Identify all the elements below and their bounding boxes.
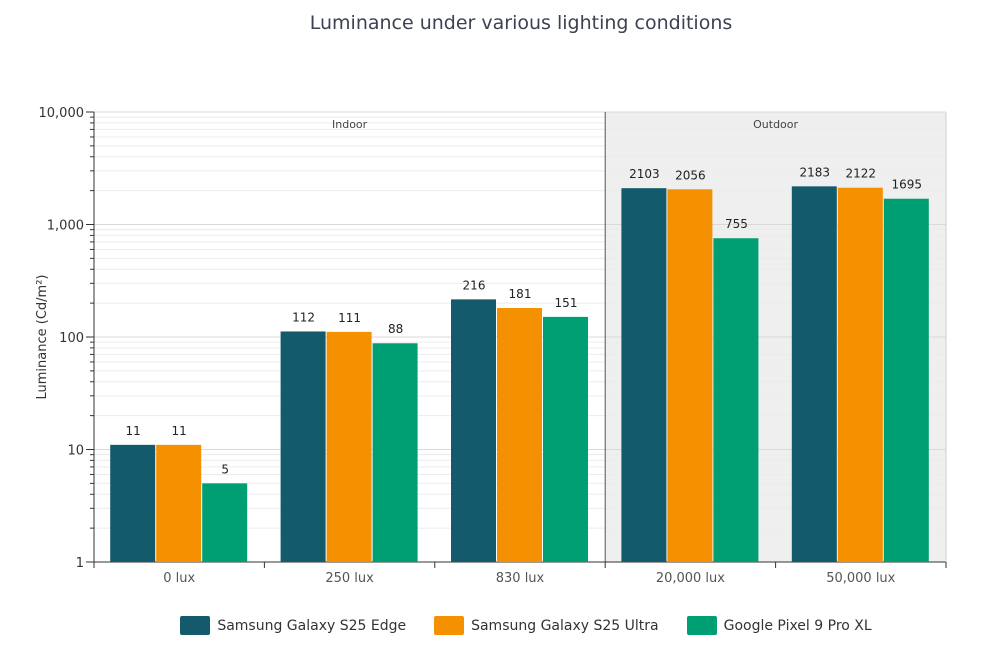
bar xyxy=(202,483,248,562)
group-label: Outdoor xyxy=(753,118,798,131)
data-label: 151 xyxy=(555,296,578,310)
y-tick-label: 1 xyxy=(76,556,84,571)
y-axis-label: Luminance (Cd/m²) xyxy=(35,275,50,400)
data-label: 88 xyxy=(388,322,403,336)
bar xyxy=(156,444,202,562)
legend-label: Samsung Galaxy S25 Ultra xyxy=(471,617,659,634)
bar xyxy=(543,316,588,562)
data-label: 2122 xyxy=(846,167,877,181)
chart-legend: Samsung Galaxy S25 Edge Samsung Galaxy S… xyxy=(0,616,996,635)
data-label: 1695 xyxy=(892,178,923,192)
legend-item-s25-ultra[interactable]: Samsung Galaxy S25 Ultra xyxy=(434,616,659,635)
data-label: 5 xyxy=(221,462,229,476)
legend-item-s25-edge[interactable]: Samsung Galaxy S25 Edge xyxy=(180,616,406,635)
legend-item-pixel-9-pro-xl[interactable]: Google Pixel 9 Pro XL xyxy=(686,616,872,635)
bar xyxy=(621,188,667,562)
legend-swatch xyxy=(180,616,211,635)
bar xyxy=(280,331,326,562)
bar xyxy=(497,308,542,562)
x-tick-label: 50,000 lux xyxy=(826,571,895,586)
data-label: 216 xyxy=(463,278,486,292)
bar xyxy=(667,189,713,562)
y-tick-label: 1,000 xyxy=(47,219,84,234)
bar xyxy=(883,198,929,562)
y-tick-label: 10 xyxy=(67,444,84,459)
x-tick-label: 20,000 lux xyxy=(656,571,725,586)
bar xyxy=(791,186,837,563)
group-label: Indoor xyxy=(332,118,368,131)
data-label: 111 xyxy=(338,311,361,325)
data-label: 755 xyxy=(725,217,748,231)
y-tick-label: 100 xyxy=(59,331,84,346)
legend-swatch xyxy=(686,616,717,635)
bar xyxy=(110,444,156,562)
data-label: 112 xyxy=(292,310,315,324)
data-label: 181 xyxy=(509,287,532,301)
data-label: 11 xyxy=(126,424,141,438)
data-label: 11 xyxy=(172,424,187,438)
data-label: 2183 xyxy=(800,165,831,179)
bar xyxy=(372,343,418,562)
legend-label: Samsung Galaxy S25 Edge xyxy=(217,617,407,634)
x-tick-label: 0 lux xyxy=(163,571,195,586)
bar xyxy=(837,187,883,562)
legend-label: Google Pixel 9 Pro XL xyxy=(723,617,872,634)
x-tick-label: 250 lux xyxy=(325,571,374,586)
y-tick-label: 10,000 xyxy=(39,106,85,121)
bar xyxy=(713,238,759,563)
bar xyxy=(451,299,496,562)
legend-swatch xyxy=(434,616,465,635)
data-label: 2103 xyxy=(629,167,660,181)
data-label: 2056 xyxy=(675,168,706,182)
x-tick-label: 830 lux xyxy=(496,571,545,586)
chart-title: Luminance under various lighting conditi… xyxy=(309,12,733,34)
chart-plot: Indoor Outdoor 1 10 100 1,000 10,000 Luminance … xyxy=(35,106,947,586)
bar xyxy=(326,331,372,562)
